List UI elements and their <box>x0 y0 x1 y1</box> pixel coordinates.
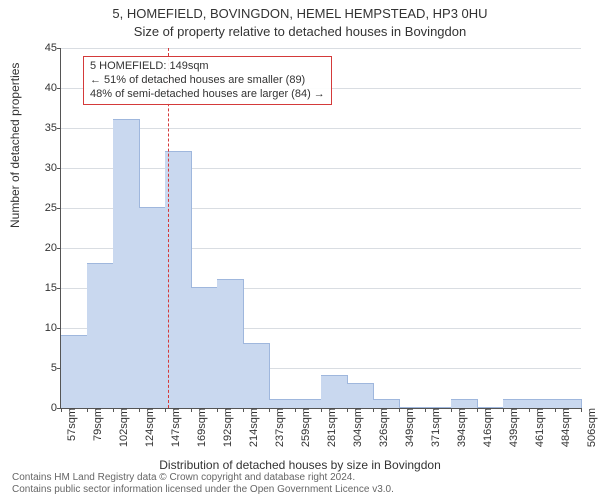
x-tick-label: 169sqm <box>194 408 208 447</box>
y-tick-label: 30 <box>45 162 61 174</box>
callout-line: 5 HOMEFIELD: 149sqm <box>90 60 325 74</box>
chart-title-desc: Size of property relative to detached ho… <box>0 24 600 39</box>
histogram-bar <box>295 399 322 408</box>
histogram-bar <box>191 287 218 408</box>
y-tick-label: 10 <box>45 322 61 334</box>
x-tick-label: 371sqm <box>428 408 442 447</box>
y-tick-label: 15 <box>45 282 61 294</box>
x-tick-label: 281sqm <box>324 408 338 447</box>
x-tick-label: 147sqm <box>168 408 182 447</box>
callout-line: 48% of semi-detached houses are larger (… <box>90 88 325 102</box>
histogram-bar <box>243 343 270 408</box>
histogram-bar <box>555 399 582 408</box>
x-tick-label: 304sqm <box>350 408 364 447</box>
property-size-histogram: 5, HOMEFIELD, BOVINGDON, HEMEL HEMPSTEAD… <box>0 0 600 500</box>
y-tick-label: 20 <box>45 242 61 254</box>
x-axis-title: Distribution of detached houses by size … <box>0 458 600 472</box>
histogram-bar <box>87 263 114 408</box>
x-tick-label: 237sqm <box>272 408 286 447</box>
histogram-bar <box>165 151 192 408</box>
histogram-bar <box>61 335 88 408</box>
x-tick-label: 192sqm <box>220 408 234 447</box>
y-tick-label: 25 <box>45 202 61 214</box>
x-tick-label: 57sqm <box>64 408 78 441</box>
x-tick-label: 79sqm <box>90 408 104 441</box>
histogram-bar <box>373 399 400 408</box>
y-tick-label: 45 <box>45 42 61 54</box>
x-tick-label: 461sqm <box>532 408 546 447</box>
footer-line-2: Contains public sector information licen… <box>12 484 394 496</box>
x-tick-label: 394sqm <box>454 408 468 447</box>
x-tick-label: 349sqm <box>402 408 416 447</box>
x-tick-label: 102sqm <box>116 408 130 447</box>
histogram-bar <box>113 119 140 408</box>
x-tick-label: 326sqm <box>376 408 390 447</box>
y-tick-label: 0 <box>51 402 61 414</box>
y-tick-label: 35 <box>45 122 61 134</box>
callout-box: 5 HOMEFIELD: 149sqm← 51% of detached hou… <box>83 56 332 105</box>
y-tick-label: 5 <box>51 362 61 374</box>
x-tick-label: 484sqm <box>558 408 572 447</box>
callout-line: ← 51% of detached houses are smaller (89… <box>90 74 325 88</box>
x-tick-label: 124sqm <box>142 408 156 447</box>
x-tick-label: 506sqm <box>584 408 598 447</box>
gridline <box>61 48 581 49</box>
y-tick-label: 40 <box>45 82 61 94</box>
histogram-bar <box>347 383 374 408</box>
histogram-bar <box>451 399 478 408</box>
x-tick-label: 259sqm <box>298 408 312 447</box>
plot-area: 05101520253035404557sqm79sqm102sqm124sqm… <box>60 48 581 409</box>
histogram-bar <box>139 207 166 408</box>
x-tick-label: 416sqm <box>480 408 494 447</box>
histogram-bar <box>503 399 530 408</box>
histogram-bar <box>321 375 348 408</box>
footer-line-1: Contains HM Land Registry data © Crown c… <box>12 472 394 484</box>
histogram-bar <box>217 279 244 408</box>
histogram-bar <box>269 399 296 408</box>
y-axis-title: Number of detached properties <box>8 63 22 228</box>
x-tick-label: 439sqm <box>506 408 520 447</box>
x-tick-label: 214sqm <box>246 408 260 447</box>
histogram-bar <box>529 399 556 408</box>
attribution-footer: Contains HM Land Registry data © Crown c… <box>12 472 394 496</box>
chart-title-address: 5, HOMEFIELD, BOVINGDON, HEMEL HEMPSTEAD… <box>0 6 600 21</box>
